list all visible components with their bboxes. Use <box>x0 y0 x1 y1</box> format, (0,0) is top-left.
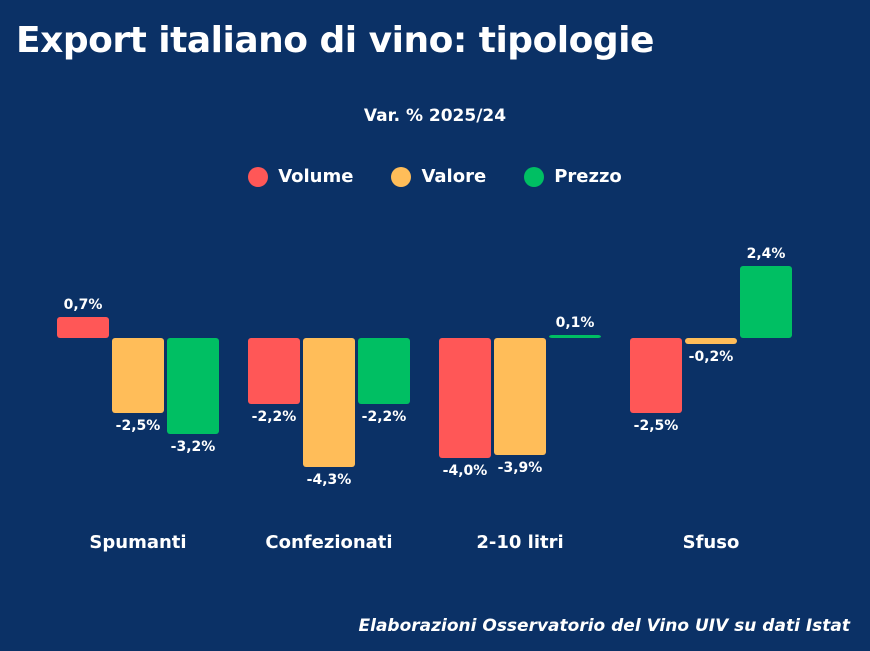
bar-prezzo <box>740 266 792 338</box>
bar-volume <box>439 338 491 458</box>
category-label: Confezionati <box>265 532 392 553</box>
bar-valore <box>685 338 737 344</box>
legend-label: Valore <box>421 166 487 187</box>
legend-item-prezzo: Prezzo <box>524 166 622 187</box>
legend-item-volume: Volume <box>248 166 353 187</box>
data-label: -3,9% <box>498 460 543 476</box>
legend-label: Prezzo <box>554 166 622 187</box>
category-label: 2-10 litri <box>476 532 563 553</box>
data-label: -0,2% <box>689 349 734 365</box>
data-label: -2,2% <box>252 409 297 425</box>
data-label: -4,0% <box>443 463 488 479</box>
legend-swatch <box>248 166 269 187</box>
legend: Volume Valore Prezzo <box>0 166 870 187</box>
data-label: 0,1% <box>556 315 595 331</box>
bar-valore <box>494 338 546 455</box>
data-label: -4,3% <box>307 472 352 488</box>
legend-item-valore: Valore <box>391 166 486 187</box>
data-label: 2,4% <box>747 246 786 262</box>
bar-prezzo <box>549 335 601 338</box>
bar-volume <box>248 338 300 404</box>
data-label: -3,2% <box>171 439 216 455</box>
bar-volume <box>57 317 109 338</box>
bar-volume <box>630 338 682 413</box>
legend-swatch <box>391 166 412 187</box>
chart-title: Export italiano di vino: tipologie <box>16 20 654 61</box>
category-label: Spumanti <box>89 532 186 553</box>
legend-swatch <box>524 166 545 187</box>
data-label: 0,7% <box>64 297 103 313</box>
chart-subtitle: Var. % 2025/24 <box>363 106 507 126</box>
bar-valore <box>303 338 355 467</box>
source-note: Elaborazioni Osservatorio del Vino UIV s… <box>358 616 851 636</box>
bar-valore <box>112 338 164 413</box>
bar-prezzo <box>358 338 410 404</box>
legend-label: Volume <box>278 166 354 187</box>
data-label: -2,5% <box>634 418 679 434</box>
category-label: Sfuso <box>683 532 740 553</box>
bar-prezzo <box>167 338 219 434</box>
data-label: -2,5% <box>116 418 161 434</box>
data-label: -2,2% <box>362 409 407 425</box>
